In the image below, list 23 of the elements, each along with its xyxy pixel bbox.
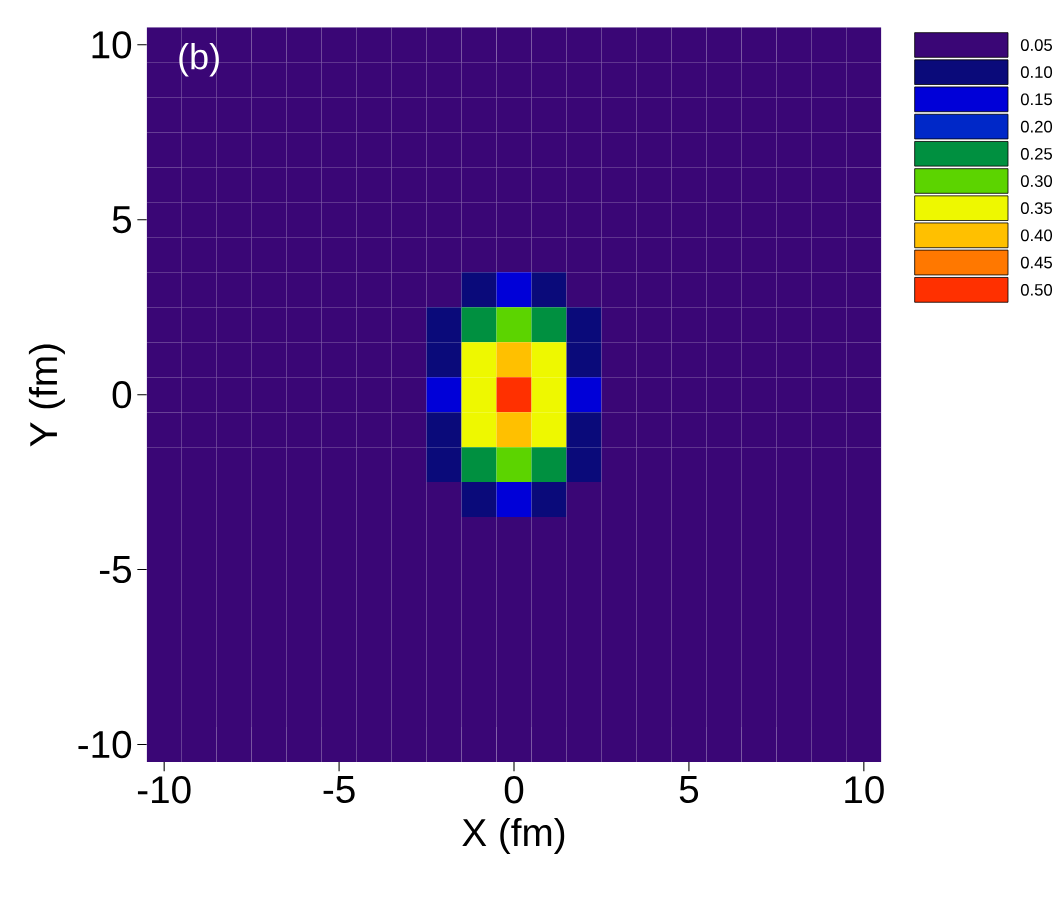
y-tick-label: -5 — [99, 556, 132, 584]
color-bar-label: 0.45 — [1020, 256, 1053, 269]
color-bar-label: 0.35 — [1020, 202, 1053, 215]
x-tick-label: 5 — [679, 776, 699, 804]
x-axis-title: X (fm) — [462, 818, 565, 855]
x-tick-label: 0 — [504, 776, 524, 804]
color-bar-label: 0.40 — [1020, 229, 1053, 242]
y-tick-label: 10 — [92, 31, 132, 59]
y-tick-label: 5 — [112, 206, 132, 234]
color-bar-label: 0.30 — [1020, 175, 1053, 188]
x-tick-label: -10 — [137, 776, 191, 804]
x-tick-label: -5 — [323, 776, 355, 804]
y-axis-title: Y (fm) — [28, 344, 65, 447]
color-bar-label: 0.15 — [1020, 93, 1053, 106]
x-tick-label: 10 — [845, 776, 884, 804]
color-bar-label: 0.20 — [1020, 120, 1053, 133]
color-bar-label: 0.50 — [1020, 284, 1053, 296]
y-tick-label: -10 — [78, 730, 132, 759]
y-tick-label: 0 — [112, 381, 132, 409]
color-bar-label: 0.25 — [1020, 148, 1053, 160]
color-bar-label: 0.05 — [1020, 39, 1053, 52]
annotation: (b) — [179, 43, 219, 77]
color-bar-label: 0.10 — [1020, 66, 1053, 79]
